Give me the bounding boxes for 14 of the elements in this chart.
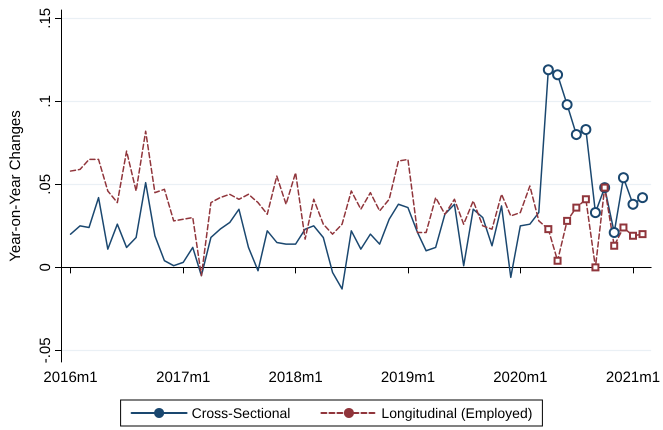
y-tick-label: .15: [37, 8, 54, 29]
x-tick-label: 2020m1: [493, 369, 548, 386]
x-tick-label: 2019m1: [380, 369, 436, 386]
y-axis-title: Year-on-Year Changes: [7, 110, 24, 262]
legend-label: Cross-Sectional: [192, 405, 290, 421]
y-tick-label: 0: [37, 263, 54, 272]
y-tick-label: .05: [37, 174, 54, 195]
y-tick-label: .1: [37, 95, 54, 108]
x-tick-label: 2016m1: [43, 369, 98, 386]
legend-label: Longitudinal (Employed): [381, 405, 532, 421]
x-tick-label: 2017m1: [156, 369, 210, 386]
y-tick-label: -.05: [37, 337, 54, 364]
x-tick-label: 2021m1: [606, 369, 660, 386]
x-tick-label: 2018m1: [268, 369, 323, 386]
